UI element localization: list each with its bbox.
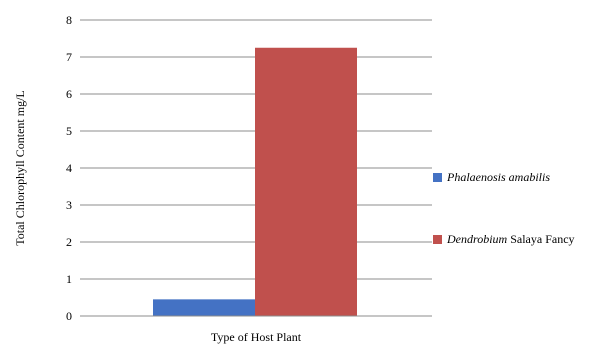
x-axis-title: Type of Host Plant [211,330,302,344]
bars [153,47,357,316]
legend: Phalaenosis amabilis Dendrobium Salaya F… [433,168,591,292]
y-tick-label: 1 [66,272,72,286]
y-tick-label: 7 [66,50,72,64]
y-tick-label: 5 [66,124,72,138]
legend-swatch-series-2 [433,234,442,244]
y-tick-label: 8 [66,13,72,27]
legend-label-series-1: Phalaenosis amabilis [447,169,551,184]
y-tick-label: 0 [66,309,72,323]
bar-series-1 [153,299,255,316]
legend-item-series-2: Dendrobium Salaya Fancy [433,230,591,248]
y-tick-label: 6 [66,87,72,101]
legend-item-series-1: Phalaenosis amabilis [433,168,591,186]
y-tick-label: 4 [66,161,72,175]
y-axis-title: Total Chlorophyll Content mg/L [13,90,27,245]
y-tick-label: 3 [66,198,72,212]
y-tick-labels: 0 1 2 3 4 5 6 7 8 [66,13,72,323]
legend-label-series-2: Dendrobium Salaya Fancy [447,231,575,246]
legend-swatch-series-1 [433,172,442,182]
bar-series-2 [255,47,357,316]
y-tick-label: 2 [66,235,72,249]
